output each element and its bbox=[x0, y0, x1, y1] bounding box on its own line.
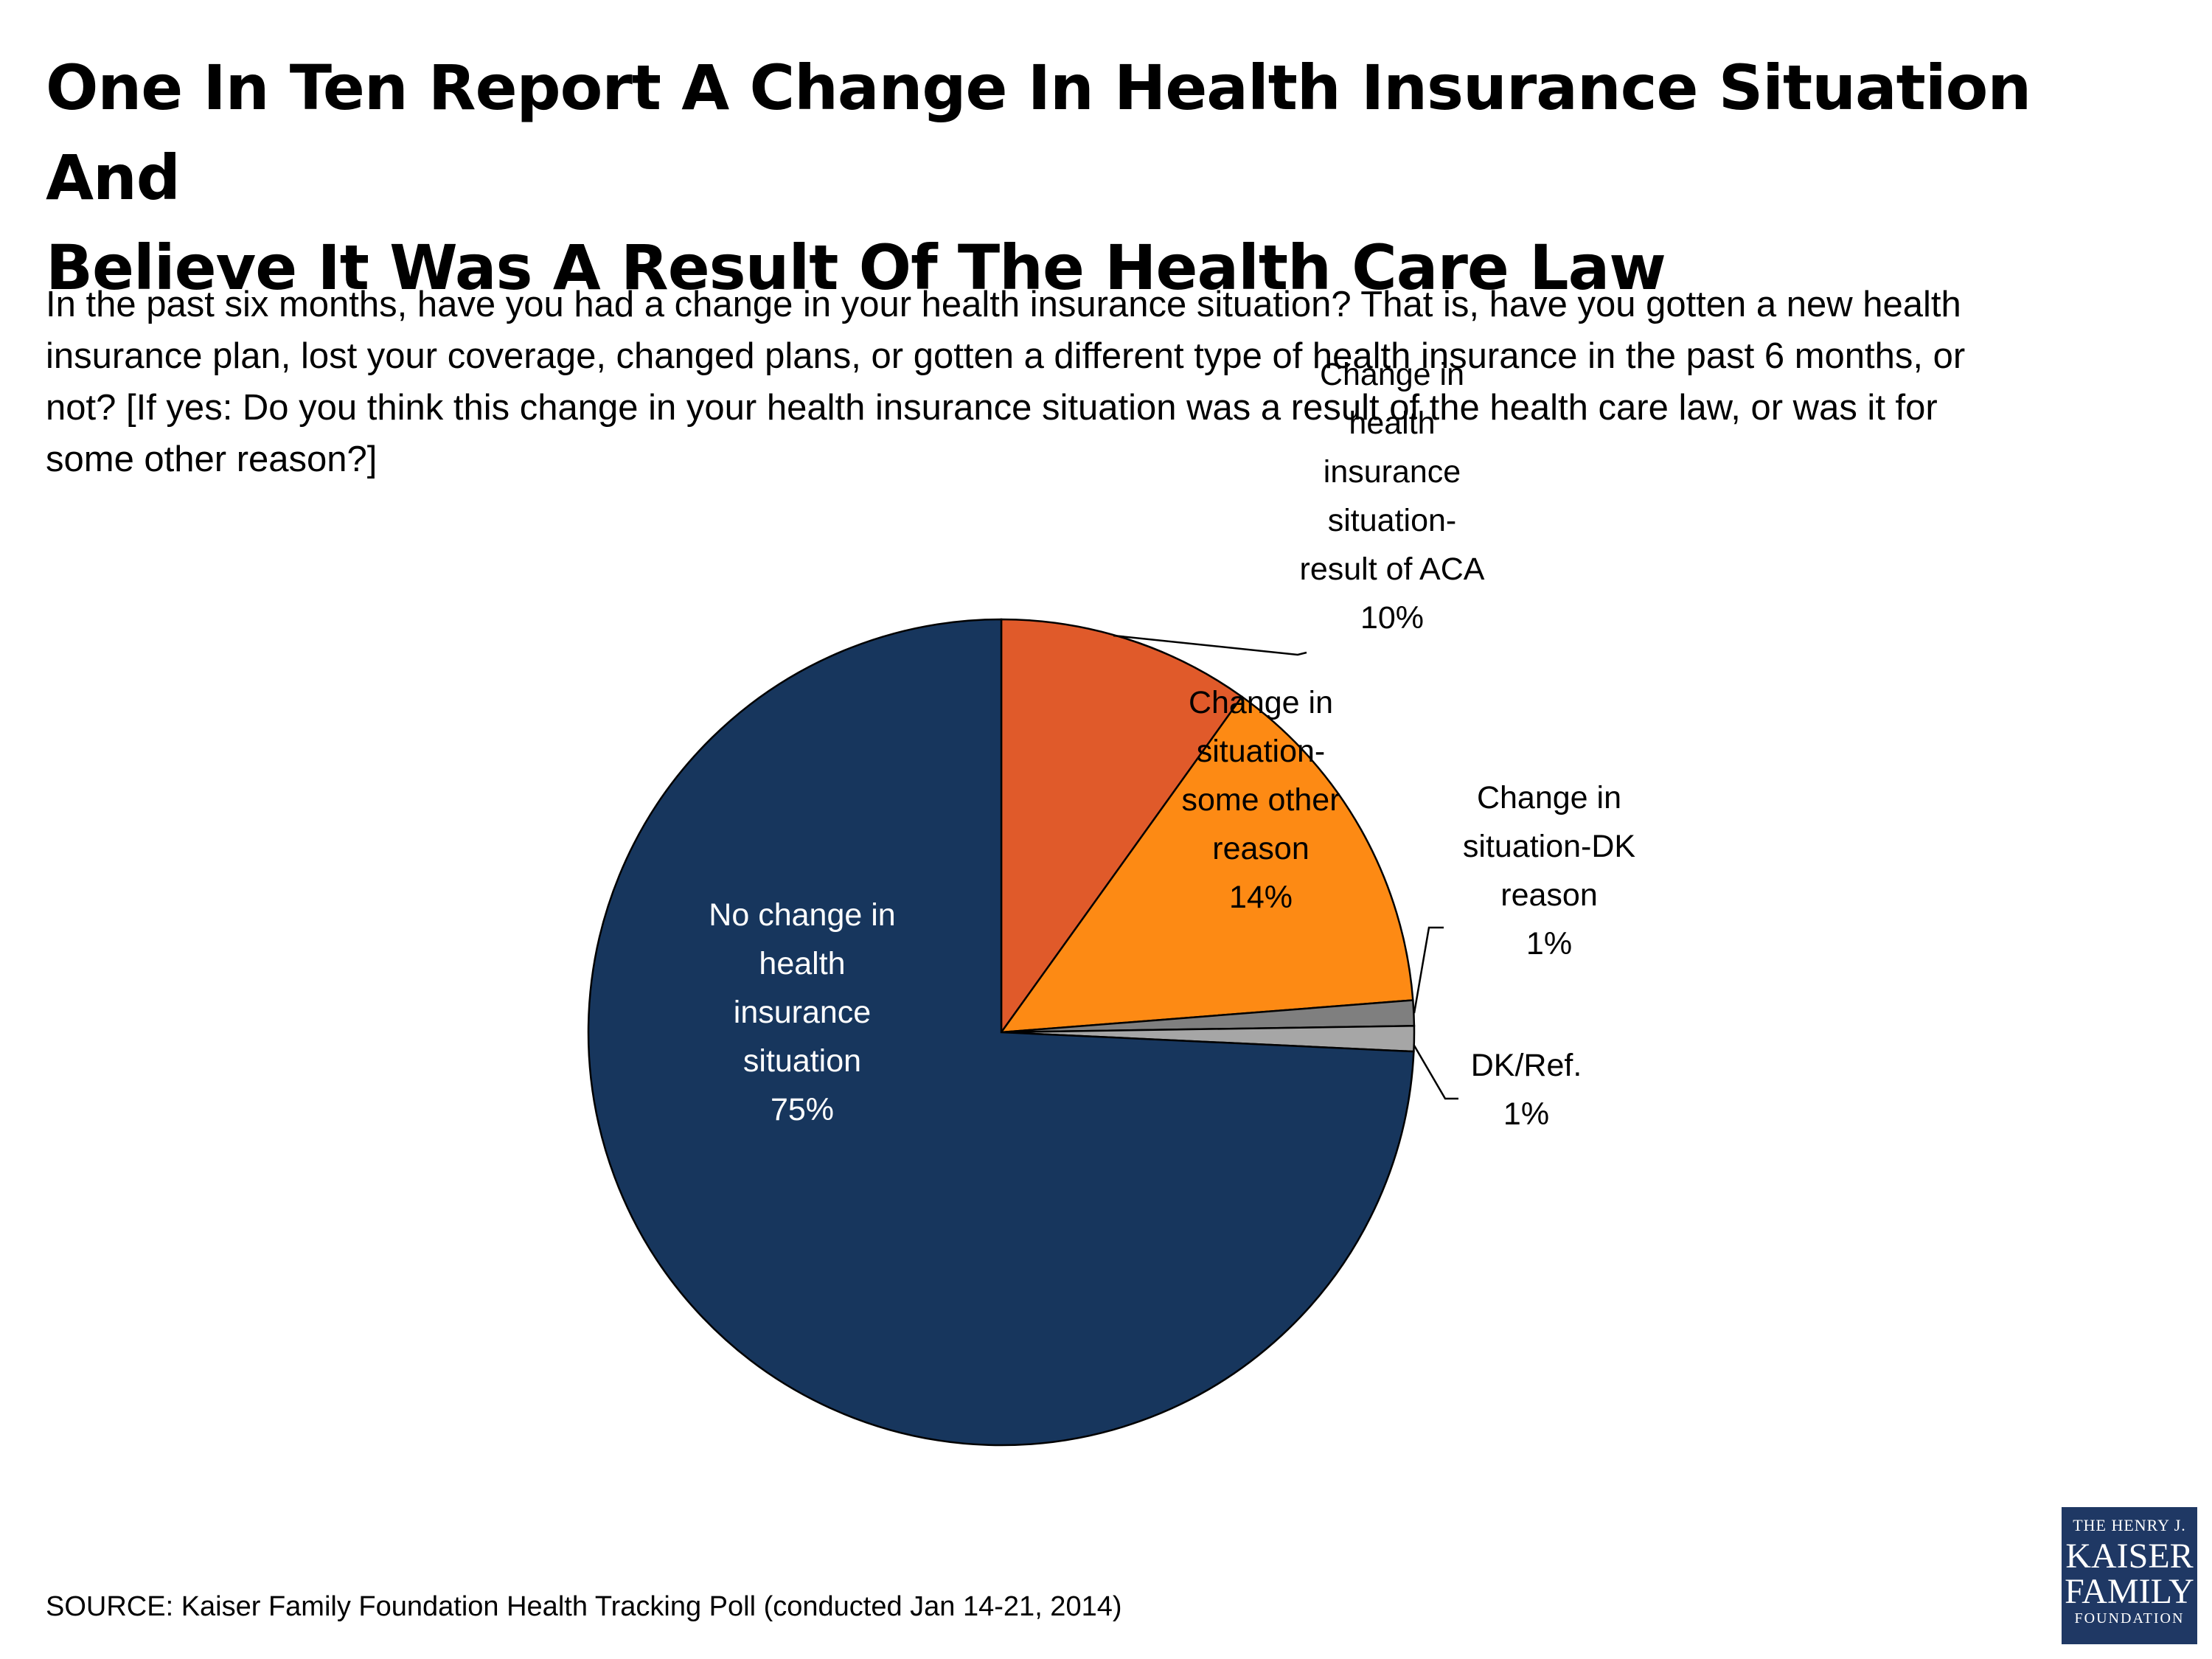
slice-some-other-reason bbox=[999, 695, 1414, 1034]
slice-some-other-reason-label-line: some other bbox=[1181, 782, 1340, 818]
slice-no-change-value-label: 75% bbox=[771, 1092, 834, 1127]
chart-title: One In Ten Report A Change In Health Ins… bbox=[46, 43, 2184, 313]
logo-line-3: FAMILY bbox=[2065, 1572, 2194, 1611]
slice-some-other-reason-label-line: reason bbox=[1212, 831, 1309, 866]
slice-dk-reason-leader-line bbox=[1413, 926, 1444, 1014]
chart-title-line-2: Believe It Was A Result Of The Health Ca… bbox=[46, 232, 1666, 304]
slice-dk-ref-label-line: DK/Ref. bbox=[1471, 1048, 1582, 1083]
survey-question-line-4: some other reason?] bbox=[46, 439, 378, 479]
chart-title-line-1: One In Ten Report A Change In Health Ins… bbox=[46, 52, 2031, 214]
slice-no-change bbox=[587, 618, 1415, 1447]
slice-result-of-aca-label: Change in health insurance situation-result… bbox=[1300, 357, 1485, 636]
slice-result-of-aca bbox=[1000, 618, 1244, 1035]
slice-no-change-label: No change in health insurance situation 75% bbox=[709, 897, 895, 1127]
slice-result-of-aca-label-line: Change in bbox=[1320, 357, 1464, 392]
logo-line-1: THE HENRY J. bbox=[2073, 1516, 2186, 1534]
slice-some-other-reason-value-label: 14% bbox=[1229, 880, 1293, 915]
slice-some-other-reason-label-line: Change in bbox=[1189, 685, 1333, 720]
slice-result-of-aca-label-line: situation- bbox=[1328, 503, 1456, 538]
survey-question-line-3: not? [If yes: Do you think this change i… bbox=[46, 388, 1938, 428]
slice-result-of-aca-label-line: insurance bbox=[1324, 454, 1461, 490]
slice-dk-reason-label-line: reason bbox=[1500, 877, 1597, 913]
slice-result-of-aca-label-line: result of ACA bbox=[1300, 552, 1485, 587]
logo-line-4: FOUNDATION bbox=[2074, 1610, 2185, 1627]
survey-question: In the past six months, have you had a c… bbox=[46, 279, 2184, 485]
slice-result-of-aca-value-label: 10% bbox=[1360, 600, 1424, 636]
slice-no-change-label-line: No change in bbox=[709, 897, 895, 933]
kaiser-family-foundation-logo: THE HENRY J. KAISER FAMILY FOUNDATION bbox=[2062, 1507, 2197, 1644]
slice-dk-reason-label-line: situation-DK bbox=[1463, 829, 1636, 864]
slice-dk-reason-label: Change in situation-DK reason 1% bbox=[1463, 780, 1636, 961]
slice-dk-reason-label-line: Change in bbox=[1477, 780, 1621, 815]
survey-question-line-1: In the past six months, have you had a c… bbox=[46, 285, 1961, 324]
slice-result-of-aca-leader-line bbox=[1113, 634, 1307, 656]
logo-line-2: KAISER bbox=[2065, 1537, 2194, 1576]
slice-dk-ref-label: DK/Ref. 1% bbox=[1471, 1048, 1582, 1132]
slice-dk-ref-leader-line bbox=[1413, 1045, 1458, 1100]
slice-no-change-label-line: health bbox=[759, 946, 845, 981]
slice-result-of-aca-label-line: health bbox=[1349, 406, 1435, 441]
slice-dk-ref-value-label: 1% bbox=[1503, 1096, 1549, 1132]
slice-no-change-label-line: insurance bbox=[734, 995, 871, 1030]
slice-some-other-reason-label-line: situation- bbox=[1197, 734, 1325, 769]
survey-question-line-2: insurance plan, lost your coverage, chan… bbox=[46, 336, 1966, 376]
slice-some-other-reason-label: Change in situation-some other reason 14% bbox=[1181, 685, 1340, 915]
slice-dk-reason-value-label: 1% bbox=[1526, 926, 1572, 961]
source-note: SOURCE: Kaiser Family Foundation Health … bbox=[46, 1591, 1122, 1622]
slice-no-change-label-line: situation bbox=[743, 1043, 861, 1079]
